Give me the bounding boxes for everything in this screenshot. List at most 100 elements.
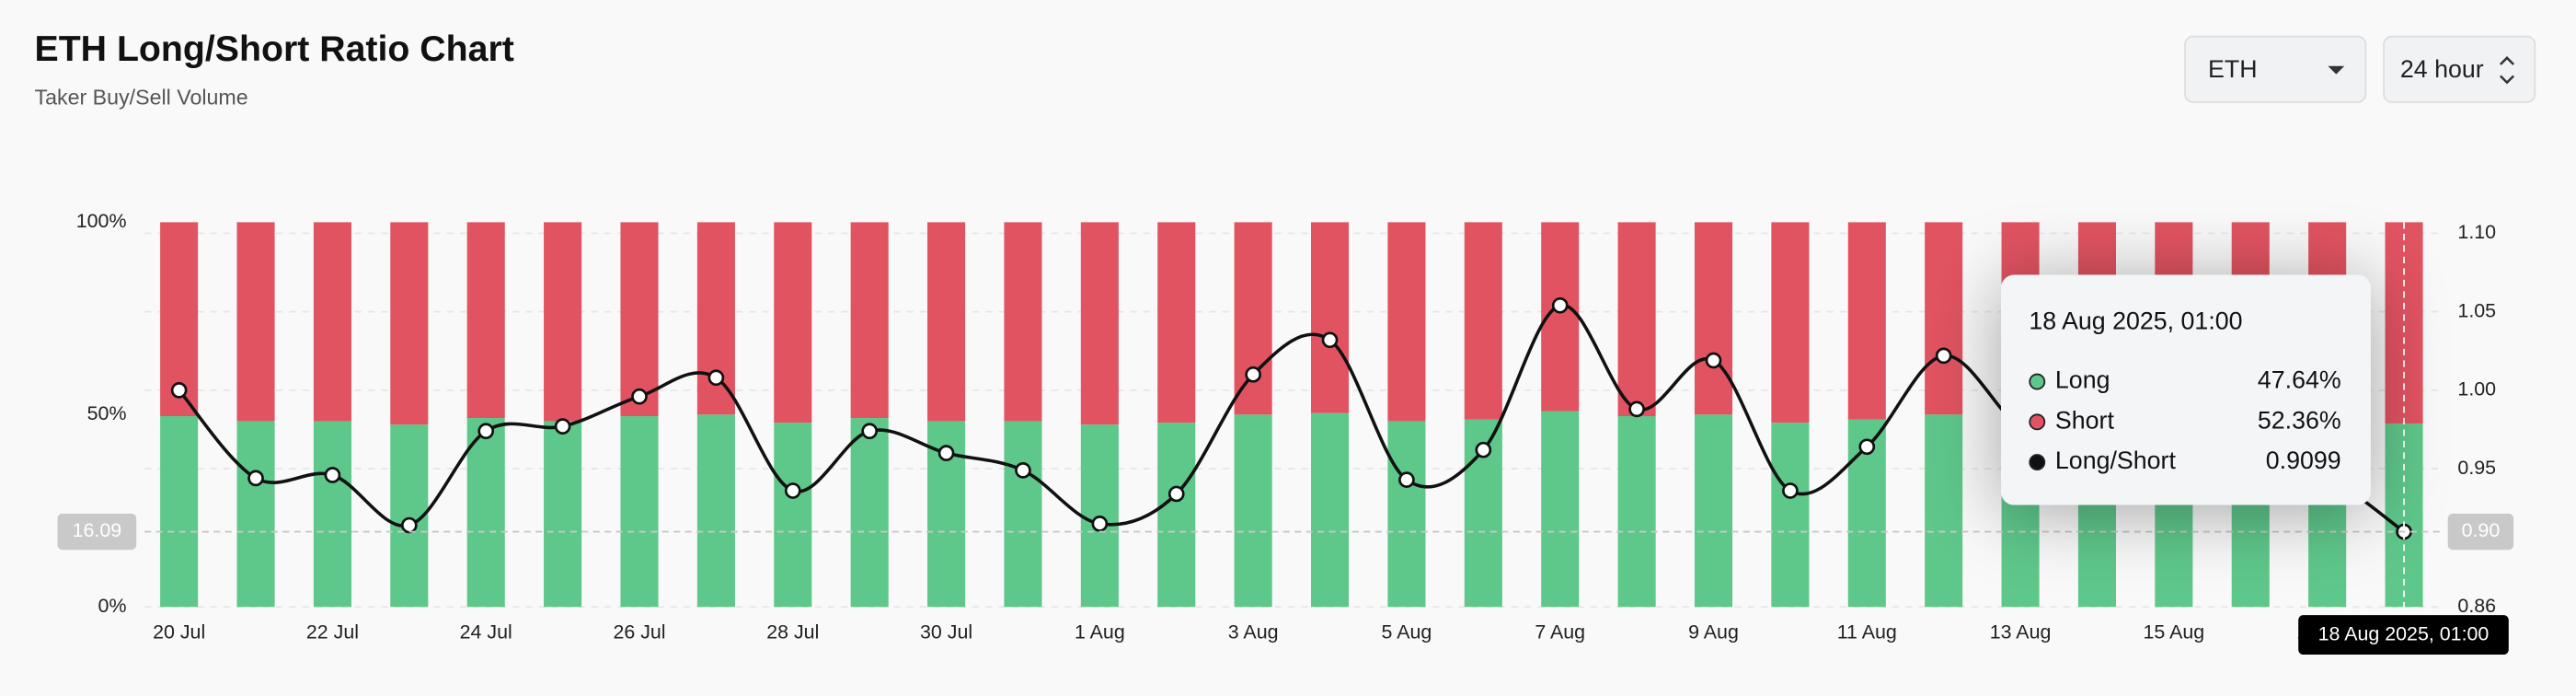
bar-short: [927, 222, 966, 422]
crosshair-x-box: [2298, 615, 2509, 655]
crosshair-right-box: [2447, 513, 2514, 551]
bar-long: [850, 418, 889, 608]
tooltip-dot: [2029, 454, 2046, 471]
tooltip-value: 0.9099: [2266, 447, 2341, 474]
y2-tick-label: 0.95: [2457, 457, 2496, 479]
caret: [2328, 65, 2345, 75]
ratio-point: [784, 482, 801, 499]
bar-long: [313, 421, 351, 608]
crosshair-right-label: 0.90: [2462, 519, 2501, 541]
bar-short: [1847, 222, 1886, 420]
bar-short: [1311, 222, 1350, 413]
ratio-point: [477, 423, 495, 440]
x-tick-label: 30 Jul: [920, 621, 972, 643]
tooltip-box: [2001, 274, 2371, 505]
ratio-point: [1398, 471, 1415, 488]
crosshair-left-box: [57, 513, 137, 551]
x-tick-label: 24 Jul: [460, 621, 512, 643]
tooltip-title: 18 Aug 2025, 01:00: [2029, 307, 2242, 334]
bar-short: [1464, 222, 1502, 420]
x-tick-label: 9 Aug: [1688, 621, 1739, 643]
bar-long: [544, 421, 582, 608]
bar-short: [1387, 222, 1426, 422]
x-tick-label: 22 Jul: [306, 621, 359, 643]
tooltip-name: Short: [2055, 406, 2115, 434]
x-tick-label: 20 Jul: [153, 621, 205, 643]
y-tick-label: 100%: [76, 210, 127, 232]
bar-long: [160, 415, 199, 608]
ratio-point: [1858, 438, 1876, 456]
select-value[interactable]: 24 hour: [2400, 55, 2484, 83]
bar-short: [1771, 222, 1810, 423]
ratio-point: [937, 445, 955, 461]
bar-long: [1925, 414, 1963, 608]
tooltip-name: Long: [2055, 366, 2110, 394]
x-tick-label: 5 Aug: [1382, 621, 1432, 643]
bar-short: [236, 222, 275, 422]
interval-select[interactable]: 24 hour: [2383, 35, 2536, 103]
chart-title: ETH Long/Short Ratio Chart: [35, 29, 514, 69]
ratio-point: [861, 423, 879, 440]
tooltip-value: 52.36%: [2258, 406, 2341, 434]
tooltip-value: 47.64%: [2258, 366, 2341, 394]
bar-long: [620, 415, 659, 608]
ratio-point: [1705, 352, 1722, 369]
bar-long: [1234, 414, 1272, 608]
bar-short: [774, 222, 812, 423]
bar-long: [1617, 415, 1656, 608]
tooltip-name: Long/Short: [2055, 447, 2177, 474]
ratio-point: [1551, 296, 1569, 314]
x-tick-label: 26 Jul: [613, 621, 665, 643]
x-tick-label: 11 Aug: [1837, 621, 1897, 643]
bar-short: [1157, 222, 1196, 423]
y-tick-label: 0%: [98, 595, 127, 617]
select-value[interactable]: ETH: [2208, 55, 2258, 83]
y2-tick-label: 1.05: [2457, 299, 2496, 321]
x-tick-label: 3 Aug: [1228, 621, 1279, 643]
crosshair-left-label: 16.09: [73, 519, 122, 541]
bar-short: [850, 222, 889, 419]
tooltip-dot: [2029, 413, 2046, 431]
bar-short: [1080, 222, 1119, 425]
x-tick-label: 28 Jul: [766, 621, 819, 643]
y2-tick-label: 0.86: [2457, 595, 2496, 617]
bar-long: [236, 421, 275, 608]
bar-long: [1387, 421, 1426, 608]
y-tick-label: 50%: [87, 402, 127, 424]
x-tick-label: 13 Aug: [1990, 621, 2052, 643]
bar-long: [1541, 411, 1580, 608]
bar-short: [1234, 222, 1272, 415]
ratio-point: [1245, 365, 1261, 383]
chart-subtitle: Taker Buy/Sell Volume: [35, 86, 248, 110]
bar-long: [1004, 421, 1042, 608]
ratio-point: [1091, 516, 1109, 532]
bar-short: [466, 222, 505, 419]
ratio-point: [1167, 485, 1185, 503]
bar-short: [313, 222, 351, 422]
bar-short: [1004, 222, 1042, 422]
select-box[interactable]: [2383, 35, 2536, 103]
y2-tick-label: 1.10: [2457, 221, 2496, 243]
bar-long: [1771, 423, 1810, 608]
ratio-point: [324, 467, 341, 483]
bar-short: [544, 222, 582, 422]
bar-long: [696, 414, 735, 608]
ratio-point: [707, 369, 725, 387]
asset-select[interactable]: ETH: [2184, 35, 2367, 103]
bar-short: [1925, 222, 1963, 415]
select-box[interactable]: [2184, 35, 2367, 103]
bar-long: [1694, 414, 1733, 608]
bar-short: [1694, 222, 1733, 415]
crosshair-x-label: 18 Aug 2025, 01:00: [2318, 622, 2490, 644]
ratio-point: [1015, 462, 1031, 479]
bar-long: [774, 423, 812, 608]
tooltip-dot: [2029, 373, 2046, 390]
ratio-point: [170, 382, 188, 399]
ratio-point: [1935, 347, 1952, 365]
ratio-point: [400, 516, 418, 534]
ratio-point: [1321, 331, 1339, 349]
ratio-point: [1475, 441, 1492, 458]
bar-long: [1157, 423, 1196, 608]
